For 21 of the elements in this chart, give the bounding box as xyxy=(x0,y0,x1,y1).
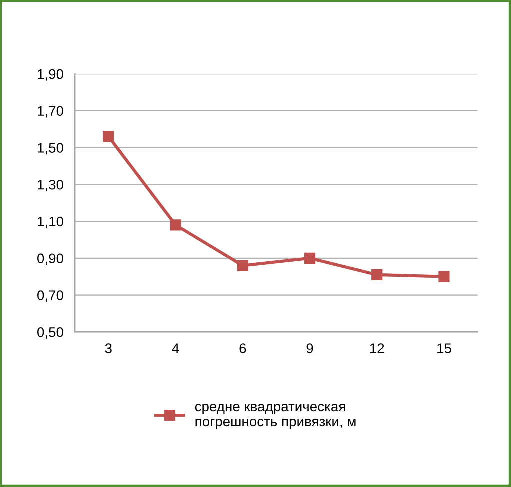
y-tick-label: 1,50 xyxy=(38,143,64,155)
point xyxy=(170,220,182,231)
y-tick-label: 0,50 xyxy=(38,327,64,339)
x-tick-label: 15 xyxy=(438,344,452,354)
y-tick-label: 1,10 xyxy=(38,216,64,228)
point xyxy=(438,271,450,282)
x-tick-label: 4 xyxy=(172,344,180,354)
x-tick-label: 9 xyxy=(306,344,314,354)
y-tick-label: 1,70 xyxy=(38,106,64,118)
y-tick-label: 0,90 xyxy=(38,254,64,266)
point xyxy=(372,269,383,281)
point xyxy=(237,260,248,272)
y-tick-label: 0,70 xyxy=(38,290,64,302)
x-tick-label: 6 xyxy=(240,344,246,354)
point xyxy=(304,252,316,264)
y-tick-label: 1,90 xyxy=(38,69,64,81)
y-tick-label: 1,30 xyxy=(38,180,64,192)
x-tick-label: 3 xyxy=(105,344,112,354)
legend-label: средне квадратическая погрешность привязки, м xyxy=(195,404,356,430)
point xyxy=(103,131,114,142)
x-tick-label: 12 xyxy=(370,344,384,354)
